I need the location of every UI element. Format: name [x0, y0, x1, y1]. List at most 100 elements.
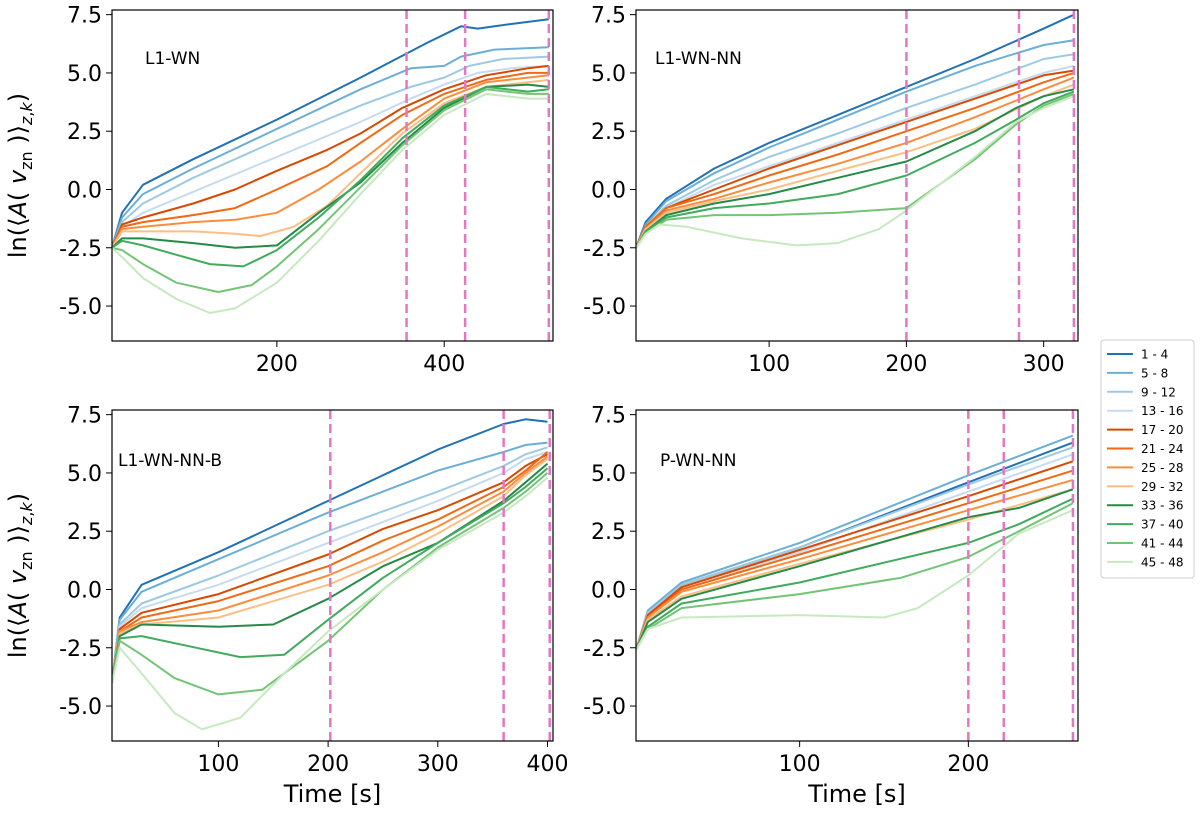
y-tick-label: -5.0	[59, 295, 102, 320]
y-axis-label: ln(⟨A( vzn )⟩z,k)	[4, 493, 36, 658]
series-line-21-24	[112, 451, 549, 683]
axes-frame	[111, 409, 554, 742]
series-line-5-8	[112, 441, 548, 683]
panel-title: L1-WN	[145, 49, 200, 69]
series-line-41-44	[112, 472, 549, 696]
panel-4: 7.5 5.0 2.5 0.0 -2.5 -5.0 100 200 P-WN-NN Time [s…	[583, 404, 1079, 808]
legend-label: 45 - 48	[1141, 555, 1184, 569]
legend-item: 21 - 24	[1107, 442, 1184, 456]
series-line-5-8	[112, 46, 549, 249]
series-group	[636, 410, 1075, 741]
axes-frame	[635, 409, 1079, 742]
legend-box	[1100, 339, 1195, 579]
series-line-1-4	[112, 18, 549, 249]
legend-item: 25 - 28	[1107, 461, 1184, 475]
y-tick-label: 2.5	[591, 520, 626, 545]
panel-title: L1-WN-NN	[655, 49, 742, 69]
y-tick-label: 0.0	[591, 578, 626, 603]
x-tick-label: 300	[417, 752, 459, 777]
legend-item: 41 - 44	[1107, 537, 1184, 551]
series-line-41-44	[636, 92, 1075, 249]
series-line-17-20	[636, 460, 1074, 651]
series-group	[112, 10, 551, 341]
series-line-21-24	[112, 71, 549, 249]
x-tick-label: 400	[527, 752, 569, 777]
y-tick-label: -2.5	[583, 237, 626, 262]
x-tick-label: 300	[1023, 352, 1065, 377]
series-line-1-4	[112, 418, 548, 683]
y-axis-label: ln(⟨A( vzn )⟩z,k)	[4, 93, 36, 258]
x-tick-label: 100	[779, 752, 821, 777]
y-tick-label: 5.0	[67, 462, 102, 487]
legend-label: 37 - 40	[1141, 518, 1184, 532]
legend-item: 1 - 4	[1107, 348, 1168, 362]
legend-label: 29 - 32	[1141, 480, 1184, 494]
series-line-41-44	[636, 502, 1074, 651]
legend-item: 29 - 32	[1107, 480, 1184, 494]
axes-frame	[111, 9, 554, 342]
y-tick-label: 0.0	[67, 578, 102, 603]
series-line-45-48	[112, 92, 549, 314]
panel-title: L1-WN-NN-B	[118, 451, 222, 471]
series-line-37-40	[112, 467, 549, 683]
x-axis-label: Time [s]	[283, 780, 382, 808]
series-line-17-20	[112, 64, 549, 249]
y-tick-label: 5.0	[67, 62, 102, 87]
series-line-13-16	[112, 64, 549, 249]
y-tick-label: -5.0	[583, 695, 626, 720]
series-line-37-40	[636, 497, 1074, 651]
panel-2: 7.5 5.0 2.5 0.0 -2.5 -5.0 100 200 300 L1-WN-NN	[583, 4, 1079, 377]
series-line-9-12	[112, 446, 548, 683]
legend-item: 17 - 20	[1107, 423, 1184, 437]
y-tick-label: 7.5	[591, 404, 626, 429]
y-tick-label: 2.5	[591, 120, 626, 145]
series-line-25-28	[636, 478, 1074, 651]
series-line-33-36	[636, 488, 1074, 651]
x-tick-label: 200	[885, 352, 927, 377]
x-tick-label: 200	[947, 752, 989, 777]
panel-3: 7.5 5.0 2.5 0.0 -2.5 -5.0 100 200 300 400 L1-WN-NN…	[4, 404, 569, 808]
x-tick-label: 400	[423, 352, 465, 377]
series-line-25-28	[112, 455, 549, 683]
legend-item: 9 - 12	[1107, 385, 1176, 399]
series-line-9-12	[112, 55, 549, 249]
legend-label: 5 - 8	[1141, 366, 1168, 380]
legend-label: 17 - 20	[1141, 423, 1184, 437]
series-line-1-4	[636, 13, 1075, 249]
series-line-33-36	[636, 88, 1075, 249]
y-tick-label: 0.0	[591, 178, 626, 203]
panel-title: P-WN-NN	[660, 451, 736, 471]
y-tick-label: 2.5	[67, 520, 102, 545]
legend-item: 13 - 16	[1107, 404, 1184, 418]
legend-item: 45 - 48	[1107, 555, 1184, 569]
series-line-25-28	[636, 76, 1075, 249]
series-group	[636, 10, 1076, 341]
axes-frame	[635, 9, 1079, 342]
x-tick-label: 100	[748, 352, 790, 377]
legend: 1 - 4 5 - 8 9 - 12 13 - 16 17 - 20 21 - 24 25 …	[1100, 339, 1195, 579]
series-line-45-48	[636, 95, 1075, 249]
series-line-41-44	[112, 88, 549, 293]
x-tick-label: 200	[307, 752, 349, 777]
series-line-33-36	[112, 462, 549, 683]
series-line-29-32	[636, 83, 1075, 249]
series-line-5-8	[636, 39, 1075, 249]
series-line-21-24	[636, 469, 1074, 651]
legend-label: 25 - 28	[1141, 461, 1184, 475]
y-tick-label: -5.0	[583, 295, 626, 320]
y-tick-label: 5.0	[591, 62, 626, 87]
series-line-17-20	[112, 453, 548, 683]
x-tick-label: 100	[197, 752, 239, 777]
legend-label: 33 - 36	[1141, 499, 1184, 513]
series-line-29-32	[112, 458, 549, 683]
legend-label: 1 - 4	[1141, 348, 1168, 362]
series-group	[112, 410, 551, 741]
y-tick-label: 2.5	[67, 120, 102, 145]
series-line-37-40	[636, 90, 1075, 249]
legend-item: 33 - 36	[1107, 499, 1184, 513]
legend-label: 21 - 24	[1141, 442, 1184, 456]
legend-label: 13 - 16	[1141, 404, 1184, 418]
y-tick-label: 5.0	[591, 462, 626, 487]
panel-1: 7.5 5.0 2.5 0.0 -2.5 -5.0 200 400 L1-WN ln(⟨A( vz…	[4, 4, 554, 377]
x-tick-label: 200	[256, 352, 298, 377]
